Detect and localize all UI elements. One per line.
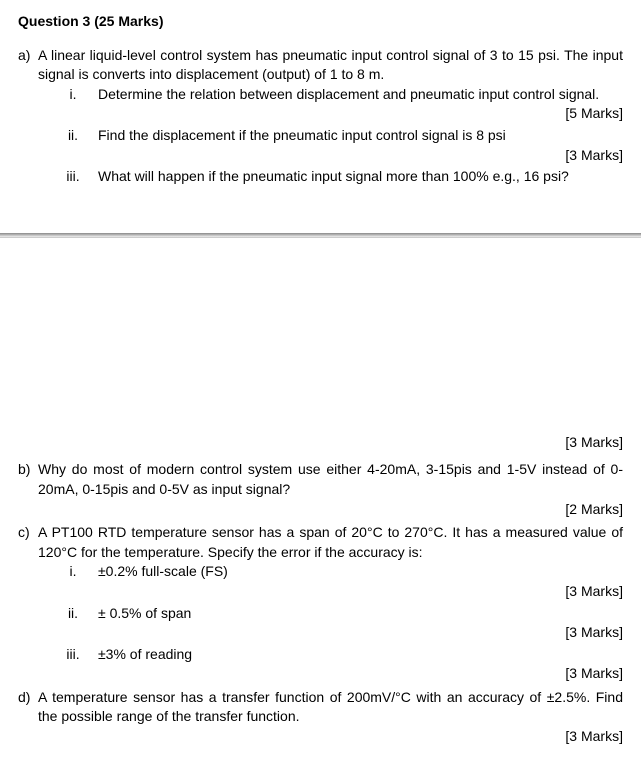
part-a: a) A linear liquid-level control system … xyxy=(18,46,623,187)
sub-text: ± 0.5% of span xyxy=(98,604,623,624)
sub-num: i. xyxy=(48,85,98,105)
sub-text: ±0.2% full-scale (FS) xyxy=(98,562,623,582)
part-d-marks: [3 Marks] xyxy=(18,727,623,747)
part-b-letter: b) xyxy=(18,460,38,480)
part-c-iii: iii. ±3% of reading xyxy=(48,645,623,665)
sub-num: i. xyxy=(48,562,98,582)
part-d-text: A temperature sensor has a transfer func… xyxy=(38,688,623,727)
part-b-marks: [2 Marks] xyxy=(18,500,623,520)
part-b-text: Why do most of modern control system use… xyxy=(38,460,623,499)
part-d-letter: d) xyxy=(18,688,38,708)
blank-space xyxy=(0,295,641,425)
sub-num: ii. xyxy=(48,604,98,624)
part-c-i-marks: [3 Marks] xyxy=(18,582,623,602)
part-c-i: i. ±0.2% full-scale (FS) xyxy=(48,562,623,582)
part-c: c) A PT100 RTD temperature sensor has a … xyxy=(18,523,623,684)
part-c-iii-marks: [3 Marks] xyxy=(18,664,623,684)
part-c-ii-marks: [3 Marks] xyxy=(18,623,623,643)
part-a-iii-marks: [3 Marks] xyxy=(0,433,641,453)
part-a-intro: A linear liquid-level control system has… xyxy=(38,46,623,85)
part-a-ii: ii. Find the displacement if the pneumat… xyxy=(48,126,623,146)
part-a-i: i. Determine the relation between displa… xyxy=(48,85,623,105)
part-a-iii: iii. What will happen if the pneumatic i… xyxy=(48,167,623,187)
page-top: Question 3 (25 Marks) a) A linear liquid… xyxy=(0,0,641,203)
page-divider xyxy=(0,233,641,245)
sub-text: Find the displacement if the pneumatic i… xyxy=(98,126,623,146)
part-a-ii-marks: [3 Marks] xyxy=(18,146,623,166)
part-b: b) Why do most of modern control system … xyxy=(18,460,623,519)
sub-text: ±3% of reading xyxy=(98,645,623,665)
sub-text: What will happen if the pneumatic input … xyxy=(98,167,623,187)
part-d: d) A temperature sensor has a transfer f… xyxy=(18,688,623,747)
sub-num: iii. xyxy=(48,167,98,187)
part-a-letter: a) xyxy=(18,46,38,66)
part-a-i-marks: [5 Marks] xyxy=(18,104,623,124)
sub-num: iii. xyxy=(48,645,98,665)
part-c-ii: ii. ± 0.5% of span xyxy=(48,604,623,624)
part-c-letter: c) xyxy=(18,523,38,543)
page-bottom: b) Why do most of modern control system … xyxy=(0,460,641,762)
sub-text: Determine the relation between displacem… xyxy=(98,85,623,105)
question-title: Question 3 (25 Marks) xyxy=(18,12,623,32)
sub-num: ii. xyxy=(48,126,98,146)
part-c-intro: A PT100 RTD temperature sensor has a spa… xyxy=(38,523,623,562)
